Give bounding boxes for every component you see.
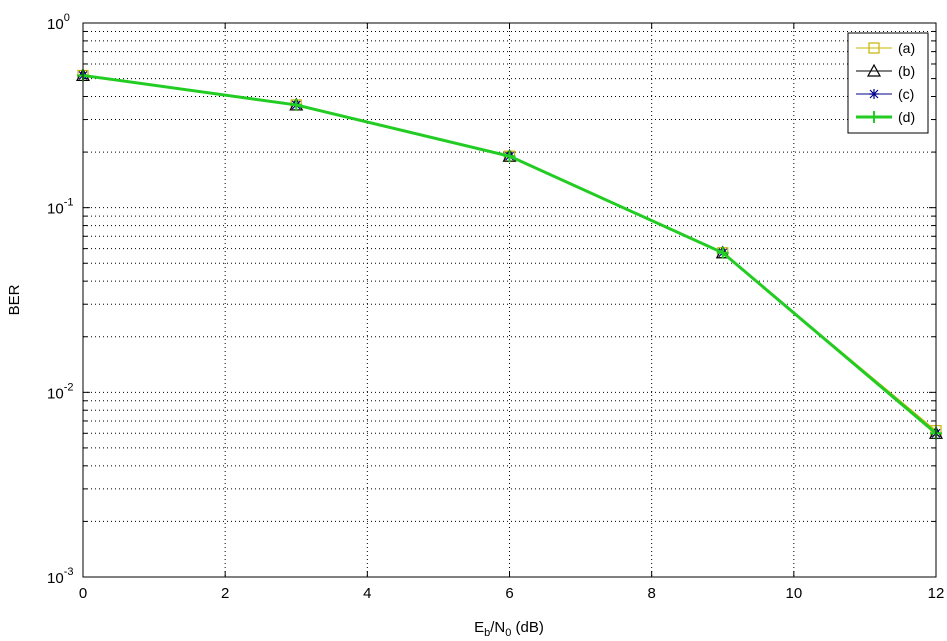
legend-label: (c)	[898, 86, 914, 102]
legend-label: (b)	[898, 63, 915, 79]
x-label-tail: (dB)	[511, 619, 544, 636]
legend-item: (d)	[856, 109, 915, 125]
x-axis-label: Eb/N0 (dB)	[474, 619, 544, 639]
x-tick-label: 12	[928, 585, 945, 602]
y-tick-label: 10-3	[47, 566, 73, 587]
y-tick-labels: 100 10-1 10-2 10-3	[47, 12, 73, 587]
y-tick-label: 10-2	[47, 381, 73, 402]
x-label-sub2: 0	[505, 627, 511, 639]
grid	[82, 23, 937, 578]
data-point	[290, 98, 303, 111]
x-tick-label: 2	[221, 585, 229, 602]
x-tick-label: 4	[363, 585, 371, 602]
data-point	[716, 246, 729, 259]
x-label-base: E	[474, 619, 484, 636]
legend: (a) (b) (c) (d)	[847, 32, 929, 134]
legend-item: (c)	[856, 86, 914, 102]
plot-frame	[82, 22, 937, 578]
legend-item: (a)	[856, 40, 915, 56]
x-tick-labels: 0 2 4 6 8 10 12	[79, 585, 945, 602]
data-point	[868, 42, 880, 54]
data-point	[866, 63, 882, 77]
data-point	[503, 150, 516, 163]
x-tick-label: 10	[785, 585, 802, 602]
y-axis-label: BER	[6, 284, 23, 315]
y-tick-label: 10-1	[47, 197, 73, 218]
data-point	[869, 89, 879, 99]
legend-label: (a)	[898, 40, 915, 56]
x-tick-label: 0	[79, 585, 87, 602]
y-tick-label: 100	[47, 12, 70, 33]
x-tick-label: 6	[505, 585, 513, 602]
legend-label: (d)	[898, 109, 915, 125]
legend-item: (b)	[856, 63, 915, 79]
x-label-sub1: b	[484, 627, 490, 639]
x-tick-label: 8	[647, 585, 655, 602]
data-point	[868, 111, 880, 123]
series-layer	[75, 68, 944, 440]
x-label-mid: /N	[490, 619, 505, 636]
